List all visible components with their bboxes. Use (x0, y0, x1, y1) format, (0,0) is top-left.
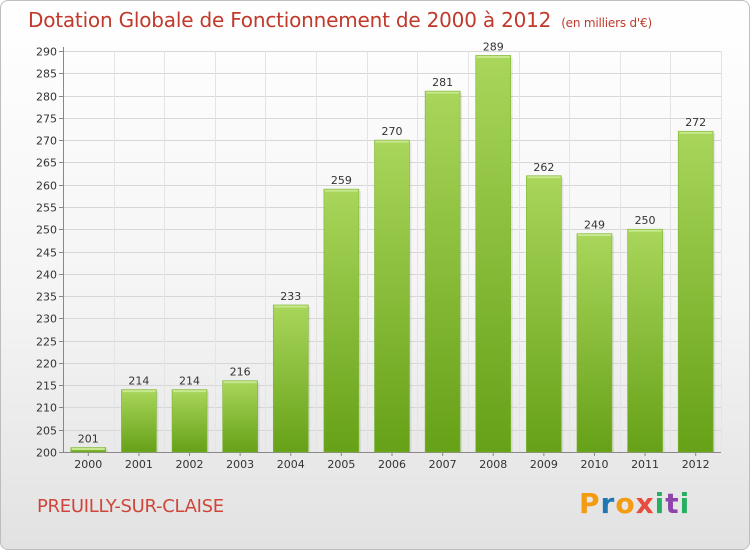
chart-subtitle: (en milliers d'€) (561, 16, 652, 30)
commune-name: PREUILLY-SUR-CLAISE (37, 496, 224, 517)
bar-2007 (424, 90, 461, 453)
bar-2001 (121, 389, 157, 453)
y-tick-label: 230 (36, 313, 57, 326)
x-tick-label-2003: 2003 (226, 458, 254, 471)
y-tick-label: 220 (36, 358, 57, 371)
value-label-2010: 249 (584, 219, 605, 232)
chart-title-text: Dotation Globale de Fonctionnement de 20… (28, 8, 552, 32)
logo-letter: i (679, 487, 691, 520)
y-tick-label: 280 (36, 91, 57, 104)
y-tick-label: 255 (36, 202, 57, 215)
y-tick-label: 290 (36, 46, 57, 59)
bar-2010 (576, 233, 613, 453)
y-tick-label: 265 (36, 157, 57, 170)
value-label-2006: 270 (382, 125, 403, 138)
y-tick-label: 225 (36, 336, 57, 349)
logo-letter: r (600, 487, 616, 520)
x-tick-label-2002: 2002 (176, 458, 204, 471)
logo-letter: t (665, 487, 680, 520)
y-tick-label: 250 (36, 224, 57, 237)
y-tick-label: 240 (36, 269, 57, 282)
value-label-2008: 289 (483, 40, 504, 53)
x-tick-label-2000: 2000 (74, 458, 102, 471)
value-label-2003: 216 (230, 366, 251, 379)
logo-letter: i (654, 487, 666, 520)
y-tick-label: 215 (36, 380, 57, 393)
bar-2009 (526, 175, 562, 453)
x-tick-label-2006: 2006 (378, 458, 406, 471)
proxiti-logo: Proxiti (579, 487, 690, 520)
value-label-2002: 214 (179, 375, 200, 388)
x-tick-label-2007: 2007 (429, 458, 457, 471)
bars (70, 55, 716, 453)
logo-letter: P (579, 487, 601, 520)
y-tick-label: 235 (36, 291, 57, 304)
x-tick-label-2010: 2010 (580, 458, 608, 471)
value-label-2012: 272 (685, 116, 706, 129)
value-label-2009: 262 (533, 161, 554, 174)
y-tick-label: 260 (36, 180, 57, 193)
bar-2012 (677, 130, 714, 453)
bar-2002 (171, 389, 208, 453)
logo-letter: x (635, 487, 655, 520)
x-tick-label-2012: 2012 (682, 458, 710, 471)
bar-2006 (374, 139, 410, 453)
y-tick-label: 275 (36, 113, 57, 126)
bar-2004 (272, 304, 309, 453)
x-tick-label-2005: 2005 (327, 458, 355, 471)
logo-letter: o (615, 487, 636, 520)
bar-2008 (475, 55, 512, 453)
value-labels: 201 214 214 216 233 259 270 281 289 262 249 250 272 (78, 40, 706, 445)
value-label-2004: 233 (280, 290, 301, 303)
bar-2011 (627, 228, 663, 453)
axes: 200 205 210 215 220 225 230 235 240 245 250 255 260 2… (36, 46, 721, 471)
y-tick-label: 200 (36, 447, 57, 460)
value-label-2000: 201 (78, 433, 99, 446)
y-tick-label: 245 (36, 247, 57, 260)
value-label-2011: 250 (635, 214, 656, 227)
y-tick-label: 205 (36, 425, 57, 438)
bar-2003 (222, 380, 258, 453)
value-label-2001: 214 (128, 375, 149, 388)
y-tick-label: 270 (36, 135, 57, 148)
value-label-2007: 281 (432, 76, 453, 89)
chart-title: Dotation Globale de Fonctionnement de 20… (28, 8, 652, 32)
x-tick-label-2008: 2008 (479, 458, 507, 471)
x-tick-label-2001: 2001 (125, 458, 153, 471)
x-tick-label-2009: 2009 (530, 458, 558, 471)
x-tick-label-2011: 2011 (631, 458, 659, 471)
x-tick-label-2004: 2004 (277, 458, 305, 471)
value-label-2005: 259 (331, 174, 352, 187)
y-tick-label: 210 (36, 402, 57, 415)
y-tick-label: 285 (36, 68, 57, 81)
bar-2005 (323, 188, 360, 453)
